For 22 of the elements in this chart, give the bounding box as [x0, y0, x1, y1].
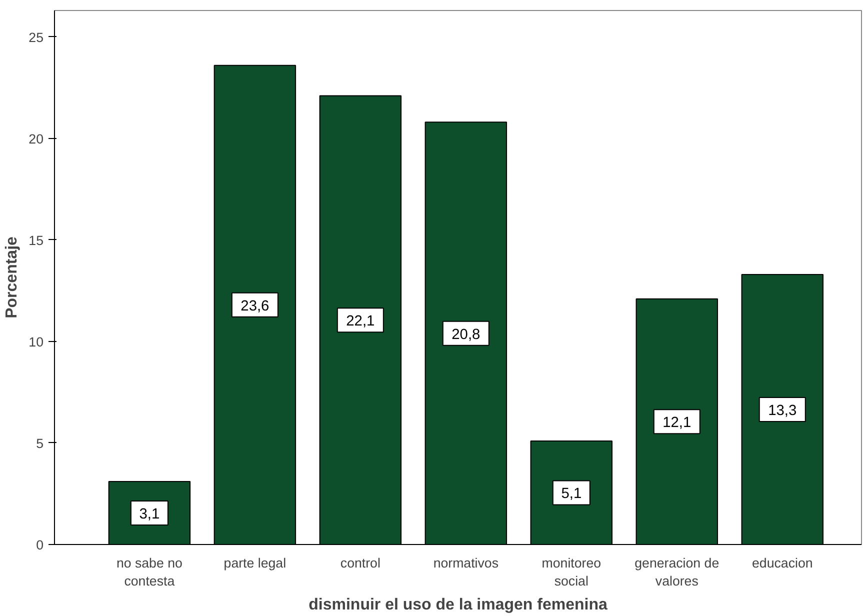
- data-label: 3,1: [139, 506, 160, 523]
- x-tick-label: parte legal: [224, 556, 286, 570]
- data-label: 5,1: [561, 486, 582, 502]
- y-tick-label: 15: [28, 232, 44, 248]
- y-axis-title: Porcentaje: [4, 236, 21, 318]
- x-tick-label: normativos: [433, 556, 499, 570]
- data-label: 13,3: [768, 402, 797, 419]
- data-label: 20,8: [452, 326, 480, 343]
- data-label: 23,6: [240, 298, 270, 314]
- x-tick-label: educacion: [752, 556, 813, 570]
- x-tick-label: control: [340, 556, 380, 570]
- x-axis-title: disminuir el uso de la imagen femenina: [308, 596, 608, 614]
- y-tick-label: 10: [28, 334, 44, 350]
- data-label: 12,1: [662, 415, 692, 432]
- data-label: 22,1: [346, 314, 375, 330]
- x-tick-label: generacion de valores: [634, 556, 720, 588]
- x-tick-label: no sabe no contesta: [116, 556, 182, 588]
- y-tick-label: 20: [28, 131, 44, 146]
- y-tick-label: 25: [28, 30, 44, 45]
- y-tick-label: 5: [36, 436, 44, 451]
- y-tick-label: 0: [36, 538, 44, 552]
- x-tick-label: monitoreo social: [542, 556, 602, 588]
